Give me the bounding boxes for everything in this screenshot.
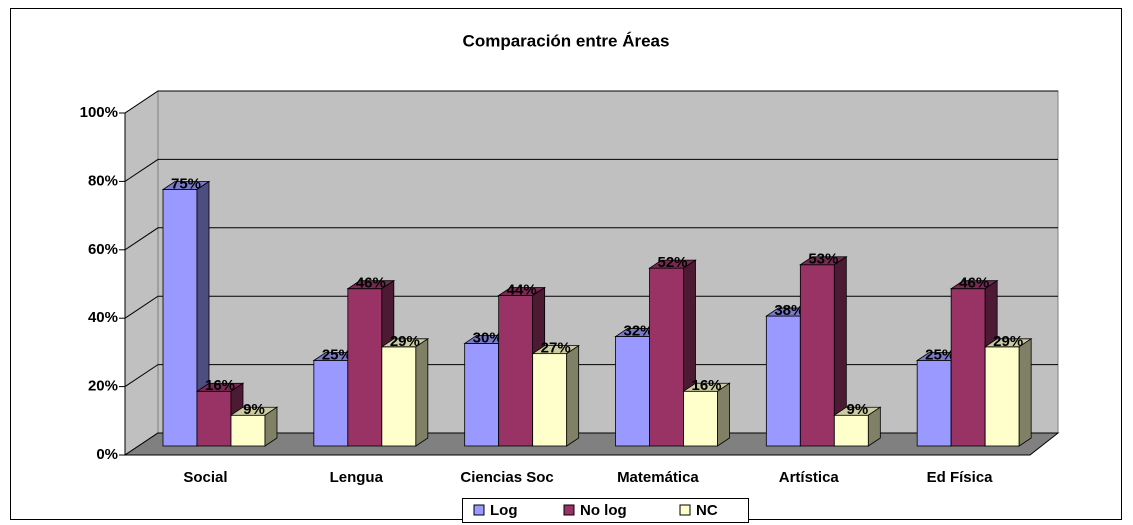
- data-label: 46%: [959, 275, 989, 292]
- data-label: 75%: [171, 175, 201, 192]
- data-label: 27%: [541, 340, 571, 357]
- data-label: 25%: [925, 346, 955, 363]
- legend-swatch: [563, 504, 575, 516]
- data-label: 52%: [657, 254, 687, 271]
- grid-line: [124, 158, 1058, 182]
- y-tick-label: 20%: [88, 378, 118, 395]
- x-tick-label: Ed Física: [927, 469, 994, 486]
- x-tick-label: Matemática: [617, 469, 699, 486]
- x-tick-label: Lengua: [330, 469, 384, 486]
- bar-front: [347, 288, 383, 447]
- bar-front: [196, 390, 232, 447]
- grid-line: [124, 90, 1058, 114]
- bar-front: [984, 346, 1020, 447]
- data-label: 38%: [774, 302, 804, 319]
- bar-side: [264, 406, 278, 447]
- y-tick-label: 40%: [88, 309, 118, 326]
- chart-title: Comparación entre Áreas: [463, 31, 670, 50]
- data-label: 29%: [390, 333, 420, 350]
- legend-swatch: [473, 504, 485, 516]
- bar-front: [950, 288, 986, 447]
- y-tick-label: 60%: [88, 241, 118, 258]
- legend-label: Log: [490, 502, 518, 519]
- data-label: 32%: [623, 323, 653, 340]
- legend-label: No log: [580, 502, 627, 519]
- data-label: 16%: [691, 377, 721, 394]
- bar-front: [313, 360, 349, 447]
- bar-front: [799, 264, 835, 447]
- grid-line: [124, 364, 1058, 388]
- bar-front: [162, 189, 198, 447]
- bar-front: [765, 315, 801, 447]
- legend: [462, 498, 749, 523]
- bar-front: [532, 353, 568, 447]
- data-label: 53%: [808, 251, 838, 268]
- grid-line: [124, 227, 1058, 251]
- data-label: 30%: [473, 329, 503, 346]
- x-tick-label: Ciencias Soc: [460, 469, 553, 486]
- x-tick-label: Social: [183, 469, 227, 486]
- bar-side: [867, 406, 881, 447]
- bar-front: [683, 390, 718, 447]
- x-tick-label: Artística: [779, 469, 840, 486]
- y-tick-label: 80%: [88, 172, 118, 189]
- y-tick-label: 100%: [80, 104, 118, 121]
- bar-front: [615, 336, 650, 447]
- bar-side: [415, 338, 429, 447]
- bar-front: [381, 346, 417, 447]
- bar-front: [649, 267, 684, 447]
- data-label: 29%: [993, 333, 1023, 350]
- bar-front: [833, 414, 869, 447]
- side-wall: [124, 90, 159, 456]
- legend-swatch: [679, 504, 691, 516]
- bar-front: [916, 360, 952, 447]
- bar-front: [230, 414, 266, 447]
- bar-side: [717, 382, 730, 447]
- bar-front: [464, 342, 500, 447]
- legend-label: NC: [696, 502, 718, 519]
- data-label: 9%: [243, 401, 265, 418]
- y-tick-label: 0%: [96, 446, 118, 463]
- grid-line: [124, 295, 1058, 319]
- data-label: 9%: [846, 401, 868, 418]
- data-label: 25%: [322, 346, 352, 363]
- data-label: 16%: [205, 377, 235, 394]
- bar-front: [498, 295, 534, 447]
- data-label: 46%: [356, 275, 386, 292]
- bar-side: [1018, 338, 1032, 447]
- data-label: 44%: [507, 281, 537, 298]
- bar-side: [566, 344, 580, 447]
